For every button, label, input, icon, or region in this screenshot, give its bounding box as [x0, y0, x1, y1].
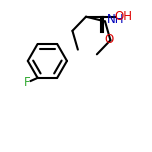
Text: F: F [24, 76, 30, 89]
Text: OH: OH [115, 10, 133, 23]
Text: NH: NH [107, 13, 125, 26]
Text: O: O [105, 33, 114, 45]
